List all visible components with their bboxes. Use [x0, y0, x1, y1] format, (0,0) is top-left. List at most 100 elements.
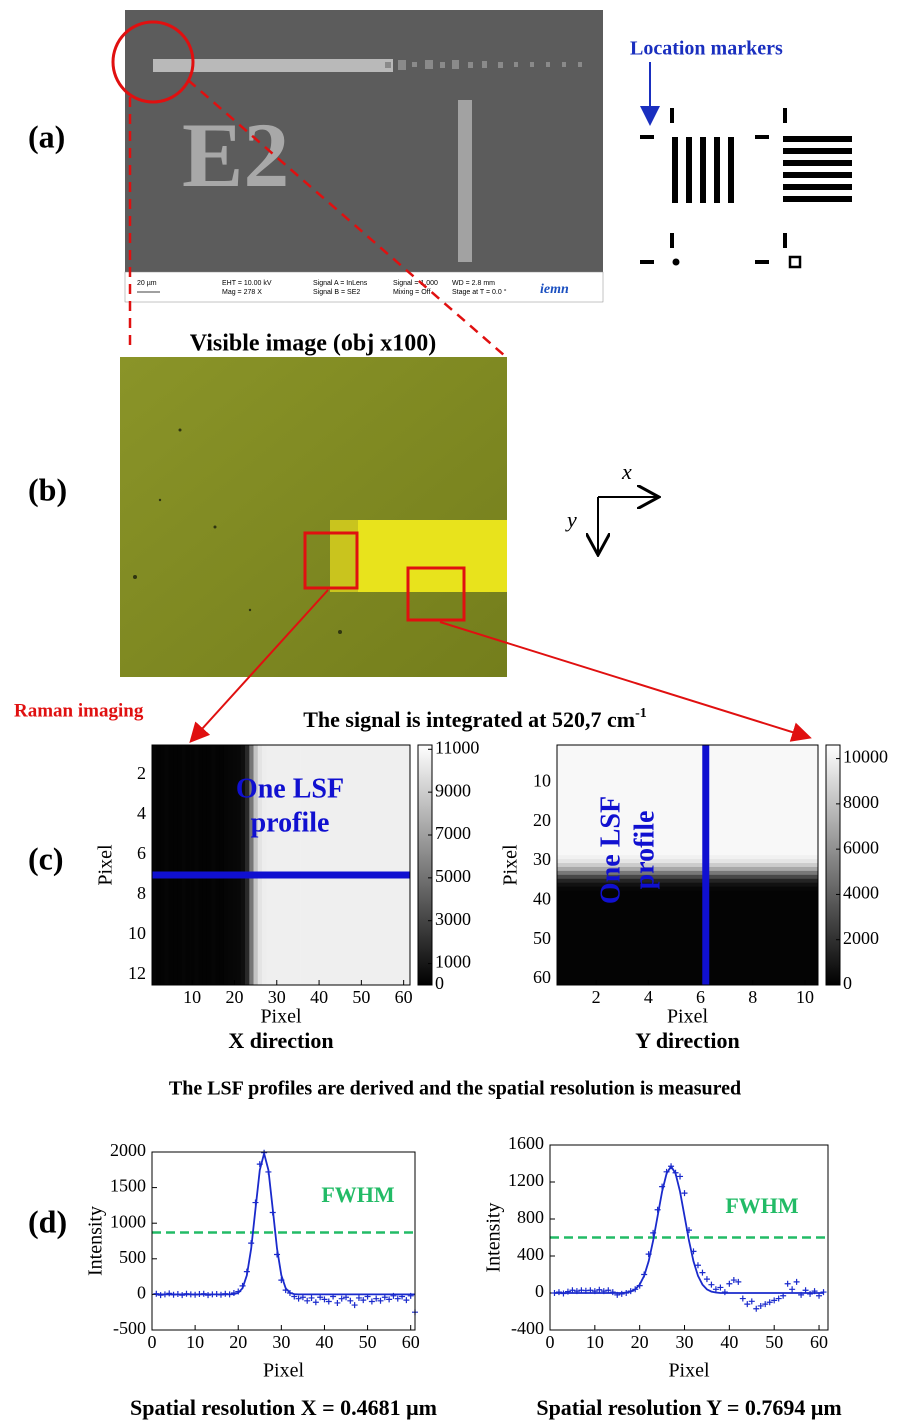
x-tick-label: 50: [352, 987, 370, 1007]
x-tick-label: 60: [395, 987, 413, 1007]
x-tick-label: 50: [359, 1332, 377, 1352]
colorbar: [825, 744, 841, 986]
data-point: [596, 1286, 603, 1293]
colorbar-tick-label: 1000: [435, 952, 471, 972]
data-point: [677, 1173, 684, 1180]
data-point: [351, 1302, 358, 1309]
x-tick-label: 40: [720, 1332, 738, 1352]
data-point: [368, 1298, 375, 1305]
y-tick-label: 40: [533, 889, 551, 909]
data-point: [694, 1262, 701, 1269]
sem-scale-bar: 20 µm: [137, 280, 157, 287]
heatmap-cell: [312, 745, 318, 985]
x-tick-label: 10: [586, 1332, 604, 1352]
roi-box: [406, 566, 466, 622]
sem-info: Signal A = InLens: [313, 280, 368, 287]
data-point: [735, 1278, 742, 1285]
heatmap-cell: [557, 969, 818, 974]
heatmap-cell: [557, 918, 818, 923]
visible-strip: [330, 520, 507, 592]
heatmap-cell: [557, 796, 818, 801]
heatmap-cell: [388, 745, 394, 985]
roi-box: [303, 531, 359, 590]
heatmap-cell: [557, 859, 818, 864]
colorbar-tick-label: 9000: [435, 780, 471, 800]
data-point: [166, 1290, 173, 1297]
heatmap-cell: [342, 745, 347, 985]
heatmap-cell: [270, 745, 276, 985]
heatmap-cell: [557, 878, 818, 884]
heatmap-cell: [316, 745, 322, 985]
heatmap-cell: [363, 745, 369, 985]
axis-name: x: [621, 459, 632, 484]
heatmap-cell: [557, 870, 818, 876]
heatmap-cell: [384, 745, 390, 985]
data-point: [308, 1294, 315, 1301]
data-point: [784, 1280, 791, 1287]
y-tick-label: -500: [113, 1318, 146, 1338]
location-markers: [640, 108, 852, 269]
heatmap-cell: [405, 745, 411, 985]
heatmap-cell: [557, 772, 818, 777]
heatmap-cell: [228, 745, 233, 985]
chart-caption: Spatial resolution X = 0.4681 μm: [130, 1395, 437, 1420]
heatmap-cell: [557, 933, 818, 939]
x-tick-label: 20: [631, 1332, 649, 1352]
heatmap-cell: [232, 745, 237, 985]
heatmap-cell: [215, 745, 221, 985]
sem-info: Signal = 1.000: [393, 280, 438, 287]
heatmap-cell: [557, 835, 818, 840]
data-point: [703, 1276, 710, 1283]
data-point: [789, 1286, 796, 1293]
data-point: [334, 1299, 341, 1306]
heatmap-cell: [557, 910, 818, 915]
data-point: [717, 1284, 724, 1291]
heatmap-cell: [152, 745, 157, 985]
x-tick-label: 10: [796, 987, 814, 1007]
heatmap-cell: [355, 745, 360, 985]
data-point: [744, 1301, 751, 1308]
sem-logo: iemn: [540, 282, 569, 297]
heatmap-cell: [557, 760, 818, 766]
data-point: [304, 1297, 311, 1304]
heatmap-cell: [274, 745, 280, 985]
annotation: profile: [629, 811, 660, 890]
heatmap-cell: [557, 957, 818, 962]
heatmap-cell: [557, 863, 818, 868]
heatmap-cell: [198, 745, 204, 985]
sem-pattern: [385, 60, 582, 70]
heatmap-cell: [168, 745, 174, 985]
data-point: [312, 1299, 319, 1306]
y-tick-label: 12: [128, 963, 146, 983]
y-tick-label: 400: [517, 1244, 544, 1264]
heatmap-cell: [557, 752, 818, 758]
heatmap-cell: [557, 925, 818, 931]
heatmap-cell: [557, 807, 818, 813]
heatmap-cell: [257, 745, 263, 985]
integration-superscript: -1: [635, 706, 647, 721]
heatmap-cell: [557, 886, 818, 891]
markers-title: Location markers: [630, 38, 783, 60]
data-point: [360, 1297, 367, 1304]
data-point: [712, 1286, 719, 1293]
heatmap-cell: [557, 898, 818, 903]
colorbar-tick-label: 2000: [843, 928, 879, 948]
heatmap-cell: [557, 851, 818, 856]
visible-dust: [133, 428, 342, 634]
heatmap-cell: [557, 902, 818, 907]
y-tick-label: 2000: [110, 1140, 146, 1160]
heatmap-cell: [557, 776, 818, 781]
heatmap-cell: [380, 745, 386, 985]
heatmap-cell: [181, 745, 187, 985]
x-tick-label: 0: [148, 1332, 157, 1352]
fwhm-label: FWHM: [321, 1182, 395, 1207]
heatmap-cell: [557, 949, 818, 954]
heatmap-cell: [245, 745, 250, 985]
sem-image: E2 20 µm EHT = 10.00 kV Mag = 278 X Sign…: [124, 10, 604, 303]
y-tick-label: 1500: [110, 1176, 146, 1196]
y-tick-label: 1600: [508, 1133, 544, 1153]
heatmap-cell: [300, 745, 305, 985]
heatmap-cell: [371, 745, 377, 985]
heatmap-cell: [557, 800, 818, 805]
